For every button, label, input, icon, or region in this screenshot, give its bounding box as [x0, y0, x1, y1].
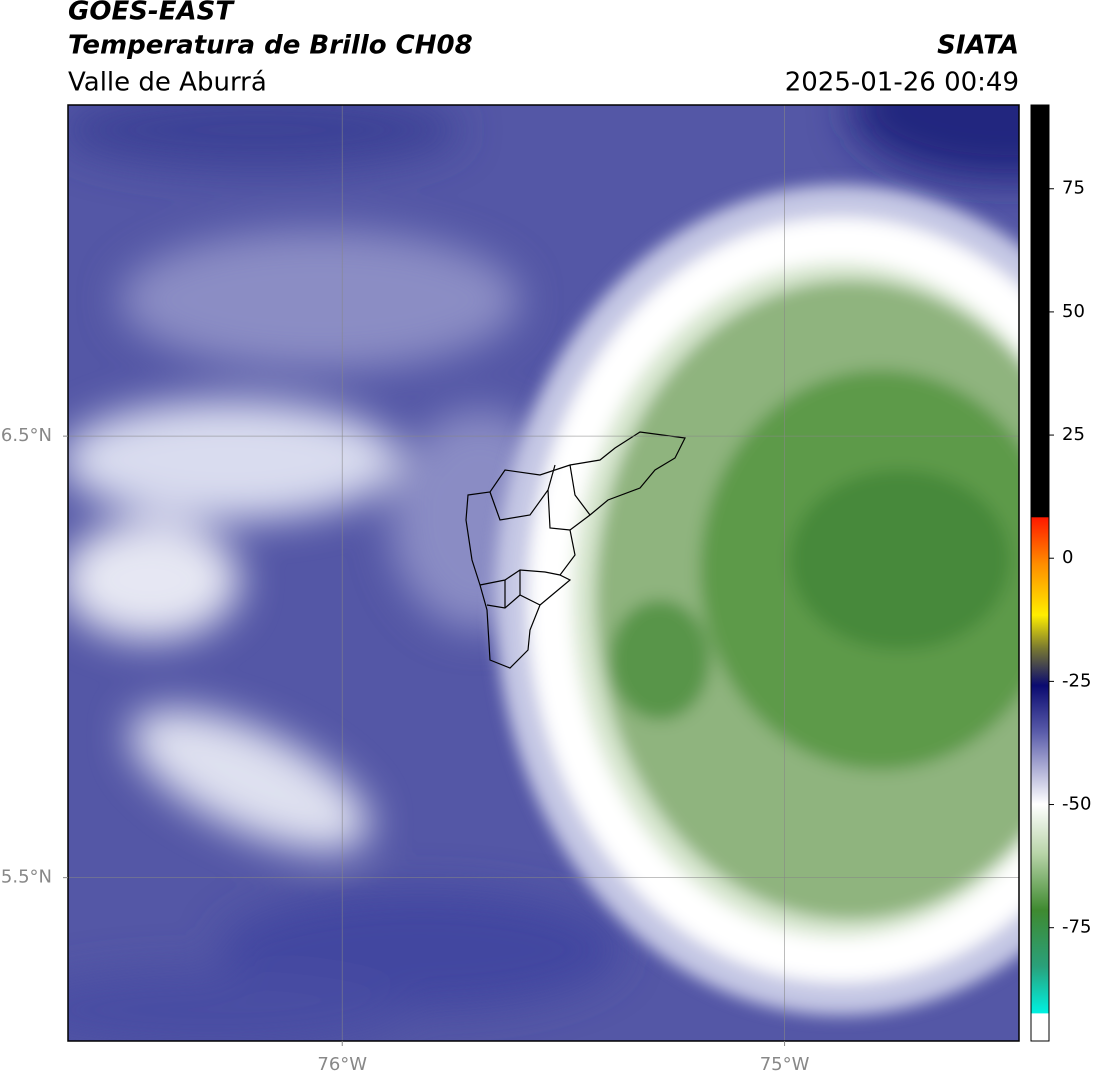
- graticule: [68, 105, 1019, 1041]
- map-frame: [67, 104, 1020, 1042]
- subtitle: Temperatura de Brillo CH08: [68, 31, 473, 61]
- colorbar: [1030, 104, 1050, 1042]
- timestamp: 2025-01-26 00:49: [785, 68, 1019, 98]
- region: Valle de Aburrá: [68, 68, 267, 98]
- colorbar-tick-label: -50: [1062, 794, 1091, 815]
- y-tick-label: 6.5°N: [1, 425, 52, 446]
- colorbar-tick-label: -75: [1062, 917, 1091, 938]
- y-tick-label: 5.5°N: [1, 867, 52, 888]
- colorbar-tick-label: 0: [1062, 547, 1073, 568]
- colorbar-tick-label: 75: [1062, 178, 1085, 199]
- municipal-boundaries: [465, 431, 686, 669]
- satellite-image: [68, 105, 1019, 1041]
- x-tick-label: 75°W: [760, 1054, 810, 1075]
- source: SIATA: [937, 31, 1019, 61]
- x-tick-label: 76°W: [317, 1054, 367, 1075]
- colorbar-tick-label: -25: [1062, 670, 1091, 691]
- colorbar-tick-label: 50: [1062, 301, 1085, 322]
- title: GOES-EAST: [68, 0, 235, 27]
- colorbar-tick-label: 25: [1062, 424, 1085, 445]
